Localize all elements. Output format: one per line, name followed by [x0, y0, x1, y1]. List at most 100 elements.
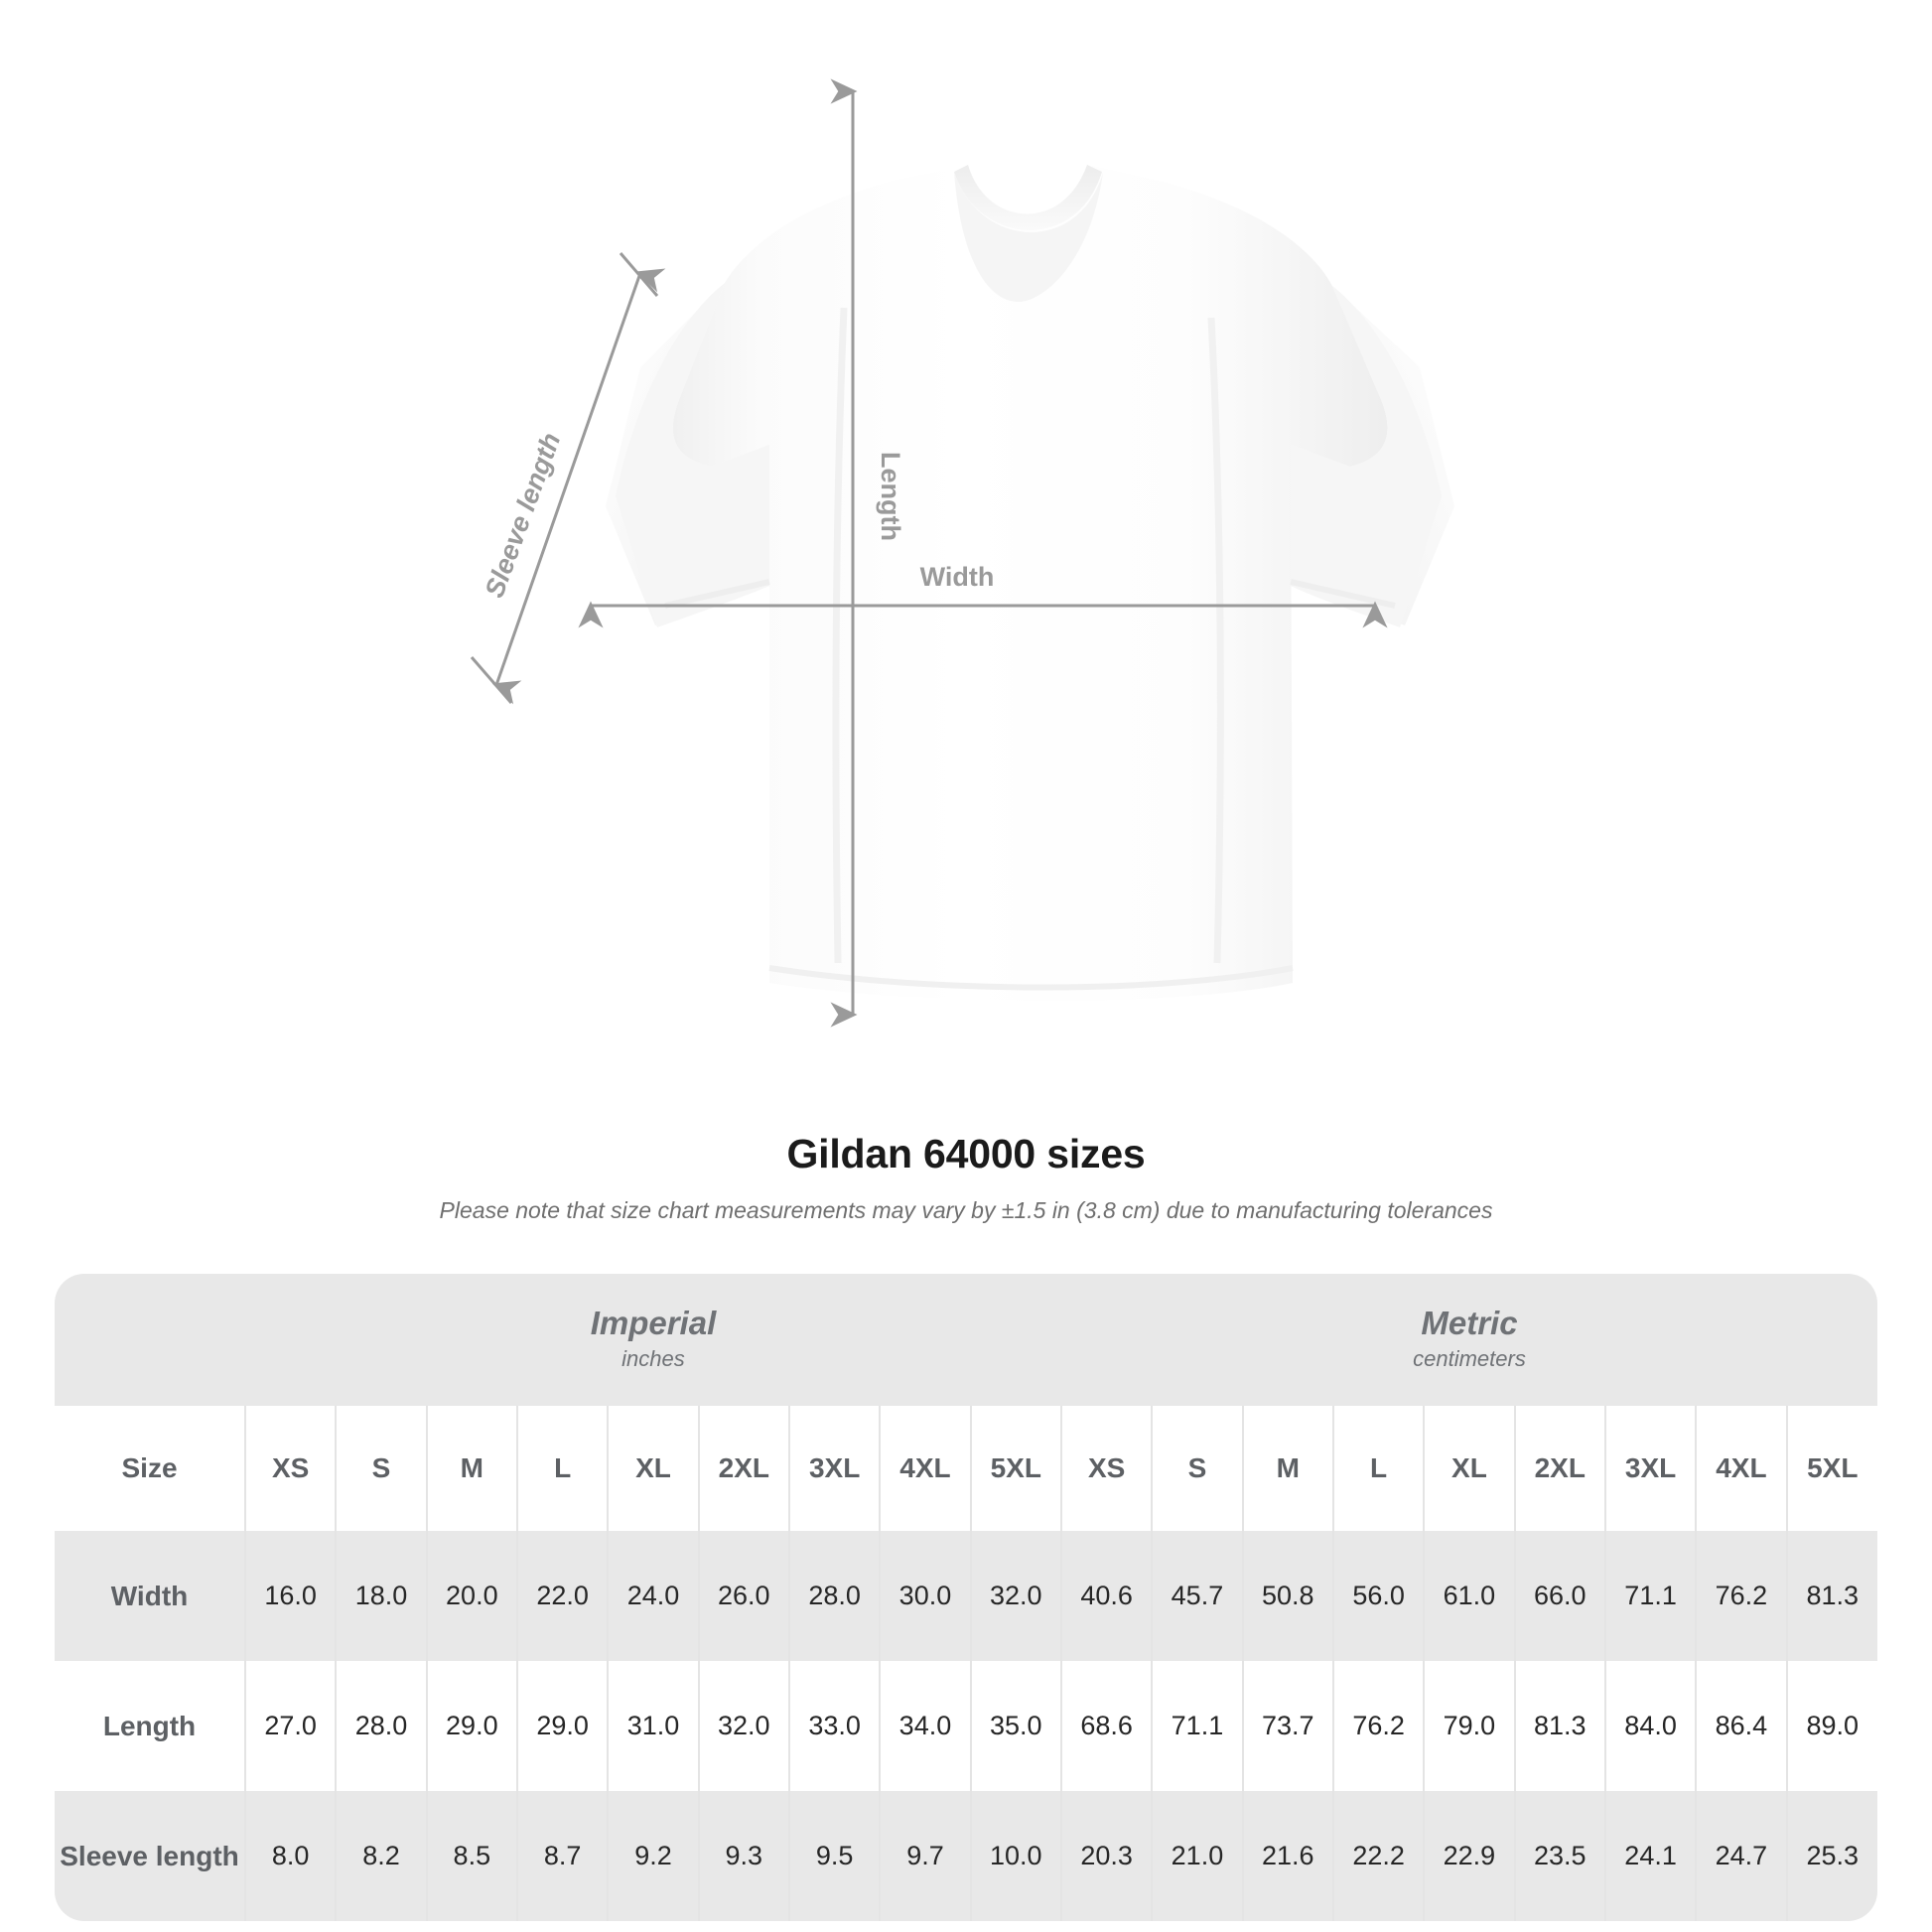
- sleeve-length-label: Sleeve length: [480, 429, 567, 602]
- row-label-length: Length: [55, 1661, 245, 1791]
- table-row: Width 16.0 18.0 20.0 22.0 24.0 26.0 28.0 30.0 32.…: [55, 1531, 1877, 1661]
- cell-sleeve-length-imperial-4xl: 9.7: [879, 1791, 971, 1921]
- cell-length-imperial-5xl: 35.0: [969, 1661, 1061, 1791]
- page-title: Gildan 64000 sizes: [786, 1131, 1146, 1176]
- cell-length-metric-3xl: 84.0: [1603, 1661, 1697, 1791]
- size-chart-table: Imperial inches Metric centimeters Size XS S M L…: [55, 1274, 1877, 1921]
- size-header-metric-4xl: 4XL: [1695, 1406, 1787, 1531]
- cell-sleeve-length-imperial-xl: 9.2: [607, 1791, 699, 1921]
- cell-length-metric-xl: 79.0: [1423, 1661, 1515, 1791]
- size-header-row: Size XS S M L XL 2XL 3XL 4XL 5XL XS S M L XL 2XL 3XL 4XL 5…: [55, 1406, 1877, 1531]
- length-label: Length: [876, 452, 905, 541]
- tshirt-illustration: Sleeve length Length Width: [427, 69, 1519, 1072]
- unit-system-imperial: Imperial inches: [245, 1274, 1061, 1406]
- cell-length-imperial-4xl: 34.0: [879, 1661, 971, 1791]
- cell-length-imperial-l: 29.0: [515, 1661, 609, 1791]
- cell-width-metric-4xl: 76.2: [1695, 1531, 1787, 1661]
- cell-length-imperial-3xl: 33.0: [787, 1661, 881, 1791]
- size-header-imperial-xs: XS: [243, 1406, 337, 1531]
- cell-width-imperial-4xl: 30.0: [879, 1531, 971, 1661]
- size-header-imperial-2xl: 2XL: [697, 1406, 789, 1531]
- unit-system-metric: Metric centimeters: [1060, 1274, 1877, 1406]
- cell-sleeve-length-metric-l: 22.2: [1331, 1791, 1425, 1921]
- chart-title-block: Gildan 64000 sizes Please note that size…: [0, 1130, 1932, 1226]
- cell-sleeve-length-imperial-m: 8.5: [425, 1791, 517, 1921]
- width-annotation: Width: [578, 562, 1388, 628]
- cell-sleeve-length-imperial-l: 8.7: [515, 1791, 609, 1921]
- size-header-metric-s: S: [1151, 1406, 1243, 1531]
- size-header-imperial-3xl: 3XL: [787, 1406, 881, 1531]
- cell-length-metric-m: 73.7: [1241, 1661, 1333, 1791]
- cell-sleeve-length-metric-2xl: 23.5: [1513, 1791, 1605, 1921]
- cell-width-metric-s: 45.7: [1151, 1531, 1243, 1661]
- cell-width-metric-xl: 61.0: [1423, 1531, 1515, 1661]
- product-diagram-area: Sleeve length Length Width: [427, 69, 1519, 1072]
- cell-sleeve-length-imperial-5xl: 10.0: [969, 1791, 1061, 1921]
- size-header-metric-m: M: [1241, 1406, 1333, 1531]
- row-label-sleeve-length: Sleeve length: [55, 1791, 245, 1921]
- cell-width-imperial-3xl: 28.0: [787, 1531, 881, 1661]
- cell-sleeve-length-metric-3xl: 24.1: [1603, 1791, 1697, 1921]
- cell-width-imperial-m: 20.0: [425, 1531, 517, 1661]
- size-header-metric-xs: XS: [1059, 1406, 1153, 1531]
- unit-system-name: Imperial: [590, 1305, 717, 1342]
- cell-length-imperial-m: 29.0: [425, 1661, 517, 1791]
- size-header-imperial-xl: XL: [607, 1406, 699, 1531]
- table-row: Sleeve length 8.0 8.2 8.5 8.7 9.2 9.3 9.5 9.7 10.…: [55, 1791, 1877, 1921]
- cell-length-metric-4xl: 86.4: [1695, 1661, 1787, 1791]
- cell-sleeve-length-imperial-xs: 8.0: [243, 1791, 337, 1921]
- unit-system-unit: centimeters: [1413, 1345, 1526, 1371]
- size-header-imperial-m: M: [425, 1406, 517, 1531]
- cell-length-imperial-xl: 31.0: [607, 1661, 699, 1791]
- tolerance-note: Please note that size chart measurements…: [439, 1197, 1493, 1224]
- size-header-imperial-s: S: [335, 1406, 427, 1531]
- tshirt-svg: Sleeve length Length Width: [470, 78, 1454, 1028]
- cell-sleeve-length-metric-5xl: 25.3: [1785, 1791, 1877, 1921]
- size-header-metric-5xl: 5XL: [1785, 1406, 1877, 1531]
- cell-width-metric-3xl: 71.1: [1603, 1531, 1697, 1661]
- cell-sleeve-length-metric-s: 21.0: [1151, 1791, 1243, 1921]
- size-header-imperial-l: L: [515, 1406, 609, 1531]
- cell-length-imperial-s: 28.0: [335, 1661, 427, 1791]
- size-corner-label: Size: [55, 1406, 245, 1531]
- unit-band-spacer: [55, 1274, 245, 1406]
- unit-system-band: Imperial inches Metric centimeters: [55, 1274, 1877, 1406]
- garment-shape: [606, 165, 1454, 1001]
- size-header-imperial-4xl: 4XL: [879, 1406, 971, 1531]
- cell-width-imperial-5xl: 32.0: [969, 1531, 1061, 1661]
- cell-width-metric-xs: 40.6: [1059, 1531, 1153, 1661]
- size-header-metric-3xl: 3XL: [1603, 1406, 1697, 1531]
- cell-width-metric-2xl: 66.0: [1513, 1531, 1605, 1661]
- cell-length-imperial-xs: 27.0: [243, 1661, 337, 1791]
- cell-length-metric-xs: 68.6: [1059, 1661, 1153, 1791]
- cell-length-metric-l: 76.2: [1331, 1661, 1425, 1791]
- cell-width-imperial-xl: 24.0: [607, 1531, 699, 1661]
- cell-width-imperial-s: 18.0: [335, 1531, 427, 1661]
- cell-width-metric-m: 50.8: [1241, 1531, 1333, 1661]
- cell-sleeve-length-metric-4xl: 24.7: [1695, 1791, 1787, 1921]
- cell-width-imperial-xs: 16.0: [243, 1531, 337, 1661]
- size-header-metric-l: L: [1331, 1406, 1425, 1531]
- unit-system-name: Metric: [1421, 1305, 1518, 1342]
- cell-length-metric-5xl: 89.0: [1785, 1661, 1877, 1791]
- row-label-width: Width: [55, 1531, 245, 1661]
- width-label: Width: [920, 562, 995, 592]
- cell-width-metric-5xl: 81.3: [1785, 1531, 1877, 1661]
- cell-length-imperial-2xl: 32.0: [697, 1661, 789, 1791]
- cell-sleeve-length-imperial-3xl: 9.5: [787, 1791, 881, 1921]
- cell-width-imperial-l: 22.0: [515, 1531, 609, 1661]
- cell-sleeve-length-metric-xs: 20.3: [1059, 1791, 1153, 1921]
- cell-sleeve-length-imperial-2xl: 9.3: [697, 1791, 789, 1921]
- unit-system-unit: inches: [621, 1345, 685, 1371]
- size-chart-table-wrap: Imperial inches Metric centimeters Size XS S M L…: [55, 1274, 1877, 1921]
- size-header-metric-2xl: 2XL: [1513, 1406, 1605, 1531]
- cell-sleeve-length-metric-m: 21.6: [1241, 1791, 1333, 1921]
- cell-width-imperial-2xl: 26.0: [697, 1531, 789, 1661]
- size-header-metric-xl: XL: [1423, 1406, 1515, 1531]
- table-row: Length 27.0 28.0 29.0 29.0 31.0 32.0 33.0 34.0 35…: [55, 1661, 1877, 1791]
- size-header-imperial-5xl: 5XL: [969, 1406, 1061, 1531]
- cell-width-metric-l: 56.0: [1331, 1531, 1425, 1661]
- cell-length-metric-2xl: 81.3: [1513, 1661, 1605, 1791]
- cell-sleeve-length-metric-xl: 22.9: [1423, 1791, 1515, 1921]
- cell-sleeve-length-imperial-s: 8.2: [335, 1791, 427, 1921]
